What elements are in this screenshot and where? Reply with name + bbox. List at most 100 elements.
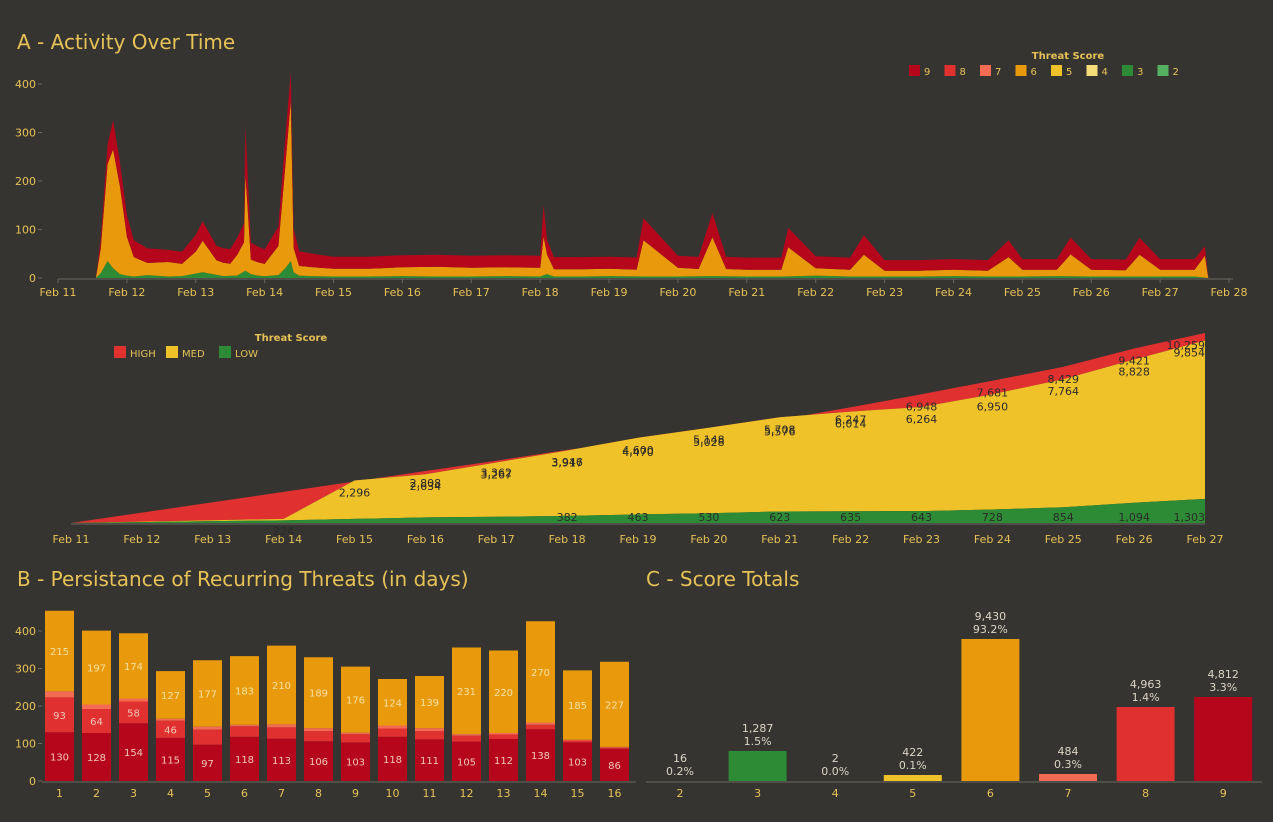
persistence-bar-segment-score-9 bbox=[415, 739, 444, 781]
persistence-bar-segment-score-6 bbox=[489, 650, 518, 733]
activity-x-tick-label: Feb 28 bbox=[1211, 286, 1248, 299]
activity-y-tick-label: 400 bbox=[15, 78, 36, 91]
cumulative-data-label-high: 5,028 bbox=[693, 436, 725, 449]
persistence-bar-segment-score-8 bbox=[230, 726, 259, 737]
activity-x-tick-label: Feb 11 bbox=[40, 286, 77, 299]
persistence-bar-label: 215 bbox=[50, 647, 69, 658]
cumulative-data-label-med: 9,854 bbox=[1174, 347, 1206, 360]
score-totals-value-label: 2 bbox=[832, 752, 839, 765]
score-totals-value-label: 484 bbox=[1058, 745, 1079, 758]
activity-y-tick-label: 100 bbox=[15, 224, 36, 237]
cumulative-x-tick-label: Feb 25 bbox=[1045, 533, 1082, 546]
cumulative-x-tick-label: Feb 17 bbox=[478, 533, 515, 546]
persistence-bar-segment-score-8 bbox=[82, 709, 111, 733]
activity-x-tick-label: Feb 16 bbox=[384, 286, 421, 299]
score-totals-value-label: 9,430 bbox=[975, 610, 1007, 623]
persistence-y-tick-label: 100 bbox=[15, 738, 36, 751]
cumulative-data-label-med: 5,708 bbox=[764, 423, 796, 436]
cumulative-x-tick-label: Feb 11 bbox=[53, 533, 90, 546]
persistence-bar-segment-score-6 bbox=[378, 679, 407, 726]
activity-x-tick-label: Feb 21 bbox=[728, 286, 765, 299]
cumulative-area-med bbox=[71, 340, 1205, 523]
persistence-bar-label: 197 bbox=[87, 664, 106, 675]
persistence-bar-segment-score-8 bbox=[526, 724, 555, 730]
persistence-bar-segment-score-6 bbox=[267, 645, 296, 725]
persistence-bar-segment-score-9 bbox=[267, 738, 296, 781]
persistence-bar-segment-score-7 bbox=[526, 722, 555, 725]
cumulative-data-label-low: 463 bbox=[628, 511, 649, 524]
persistence-bar-segment-score-8 bbox=[489, 734, 518, 739]
activity-x-tick-label: Feb 12 bbox=[108, 286, 145, 299]
activity-x-tick-label: Feb 25 bbox=[1004, 286, 1041, 299]
persistence-bar-label: 115 bbox=[161, 755, 180, 766]
cumulative-x-tick-label: Feb 22 bbox=[832, 533, 869, 546]
cumulative-data-label-high: 10,259 bbox=[1167, 339, 1206, 352]
persistence-bar-label: 124 bbox=[383, 698, 402, 709]
score-totals-value-label: 4,812 bbox=[1207, 668, 1239, 681]
persistence-bar-segment-score-9 bbox=[526, 729, 555, 781]
persistence-x-tick-label: 4 bbox=[167, 787, 174, 800]
persistence-bar-segment-score-6 bbox=[193, 660, 222, 727]
persistence-bar-segment-score-8 bbox=[600, 747, 629, 749]
activity-legend-swatch bbox=[944, 65, 956, 76]
activity-legend-swatch bbox=[1086, 65, 1098, 76]
persistence-bar-segment-score-9 bbox=[304, 741, 333, 781]
persistence-bar-segment-score-9 bbox=[193, 744, 222, 781]
cumulative-data-label-high: 3,946 bbox=[551, 456, 583, 469]
persistence-bar-segment-score-7 bbox=[489, 733, 518, 735]
persistence-bar-label: 220 bbox=[494, 688, 513, 699]
cumulative-x-tick-label: Feb 15 bbox=[336, 533, 373, 546]
score-totals-percent-label: 0.1% bbox=[899, 759, 927, 772]
score-totals-percent-label: 3.3% bbox=[1209, 681, 1237, 694]
cumulative-x-tick-label: Feb 19 bbox=[620, 533, 657, 546]
persistence-x-tick-label: 16 bbox=[608, 787, 622, 800]
activity-area-med bbox=[95, 101, 1209, 278]
persistence-bar-segment-score-8 bbox=[563, 740, 592, 743]
cumulative-data-label-med: 8,828 bbox=[1118, 366, 1150, 379]
score-totals-percent-label: 1.4% bbox=[1132, 691, 1160, 704]
activity-x-tick-label: Feb 17 bbox=[453, 286, 490, 299]
cumulative-data-label-med: 7,764 bbox=[1048, 385, 1080, 398]
persistence-x-tick-label: 14 bbox=[534, 787, 548, 800]
persistence-bar-label: 86 bbox=[608, 761, 621, 772]
cumulative-x-tick-label: Feb 26 bbox=[1116, 533, 1153, 546]
score-totals-percent-label: 0.2% bbox=[666, 765, 694, 778]
cumulative-data-label-med: 224 bbox=[273, 525, 294, 538]
persistence-x-tick-label: 6 bbox=[241, 787, 248, 800]
activity-x-tick-label: Feb 14 bbox=[246, 286, 283, 299]
persistence-bar-label: 177 bbox=[198, 689, 217, 700]
score-totals-value-label: 1,287 bbox=[742, 722, 774, 735]
activity-x-tick-label: Feb 20 bbox=[659, 286, 696, 299]
persistence-bar-segment-score-8 bbox=[304, 731, 333, 742]
persistence-bar-label: 189 bbox=[309, 689, 328, 700]
score-totals-x-tick-label: 5 bbox=[909, 787, 916, 800]
score-totals-percent-label: 1.5% bbox=[744, 735, 772, 748]
persistence-bar-label: 183 bbox=[235, 686, 254, 697]
persistence-bar-segment-score-6 bbox=[156, 671, 185, 719]
persistence-bar-segment-score-7 bbox=[378, 725, 407, 729]
cumulative-data-label-med: 6,014 bbox=[835, 418, 867, 431]
persistence-bar-segment-score-8 bbox=[156, 720, 185, 738]
cumulative-x-tick-label: Feb 12 bbox=[123, 533, 160, 546]
persistence-bar-segment-score-9 bbox=[156, 737, 185, 781]
score-totals-value-label: 4,963 bbox=[1130, 678, 1162, 691]
persistence-x-tick-label: 2 bbox=[93, 787, 100, 800]
cumulative-legend-swatch bbox=[219, 346, 231, 358]
cumulative-data-label-high: 4,470 bbox=[622, 446, 654, 459]
activity-legend-swatch bbox=[1051, 65, 1062, 76]
persistence-bar-label: 111 bbox=[420, 756, 439, 767]
persistence-bar-segment-score-8 bbox=[119, 701, 148, 724]
title-activity-over-time: A - Activity Over Time bbox=[17, 30, 236, 54]
persistence-bar-segment-score-7 bbox=[304, 728, 333, 732]
activity-legend-swatch bbox=[1015, 65, 1027, 76]
activity-legend-swatch bbox=[980, 65, 991, 76]
persistence-bar-segment-score-8 bbox=[341, 734, 370, 743]
activity-y-tick-label: 0 bbox=[29, 272, 36, 285]
activity-legend-label: 6 bbox=[1031, 67, 1037, 78]
persistence-bar-segment-score-8 bbox=[193, 729, 222, 745]
activity-x-tick-label: Feb 24 bbox=[935, 286, 972, 299]
persistence-bar-segment-score-7 bbox=[230, 724, 259, 727]
score-totals-percent-label: 93.2% bbox=[973, 623, 1008, 636]
title-persistence: B - Persistance of Recurring Threats (in… bbox=[17, 567, 469, 591]
persistence-bar-segment-score-7 bbox=[563, 739, 592, 741]
